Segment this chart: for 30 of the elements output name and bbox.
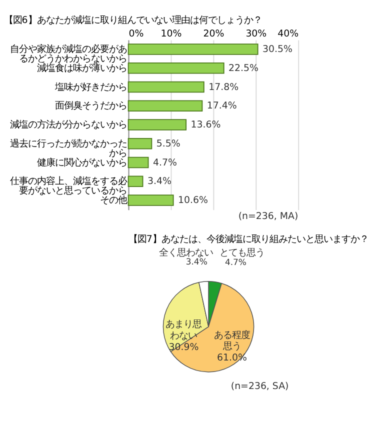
data-label: 5.5% <box>156 138 180 150</box>
chart-title: 【図6】あなたが減塩に取り組んでいない理由は何でしょうか？ <box>4 14 262 26</box>
x-tick-label: 40% <box>278 28 299 40</box>
x-tick-label: 20% <box>203 28 224 40</box>
data-label: 4.7% <box>152 157 177 168</box>
x-tick-label: 30% <box>246 28 267 40</box>
y-tick-label: 塩味が好きだから <box>54 82 127 93</box>
text: (n=236, SA) <box>230 380 289 392</box>
data-label: 30.5% <box>262 44 293 56</box>
slice-label: とても思う <box>219 248 264 259</box>
y-tick-label: 減塩食は味が薄いから <box>36 62 127 74</box>
y-tick-label: 面倒臭そうだから <box>54 100 127 112</box>
data-label: 17.4% <box>206 100 237 112</box>
y-tick-label: 過去に行ったが続かなかったから <box>10 138 127 159</box>
y-tick-label: 健康に関心がないから <box>36 157 127 168</box>
y-tick-label: 減塩の方法が分からないから <box>10 120 127 131</box>
slice-label: 全く思わない <box>159 247 214 258</box>
data-label: 4.7% <box>224 258 247 268</box>
slice-label: ある程度思う <box>214 330 250 352</box>
x-tick-label: 0% <box>128 28 144 40</box>
data-label: 17.8% <box>208 82 239 93</box>
data-label: 13.6% <box>190 120 221 131</box>
data-label: 3.4% <box>147 176 172 188</box>
text: (n=236, MA) <box>238 211 298 222</box>
y-tick-label: その他 <box>100 195 127 206</box>
x-tick-label: 10% <box>160 28 182 40</box>
data-label: 10.6% <box>178 195 208 206</box>
data-label: 22.5% <box>228 62 259 74</box>
chart-title: 【図7】あなたは、今後減塩に取り組みたいと思いますか？ <box>128 234 368 246</box>
data-label: 3.4% <box>186 258 208 268</box>
